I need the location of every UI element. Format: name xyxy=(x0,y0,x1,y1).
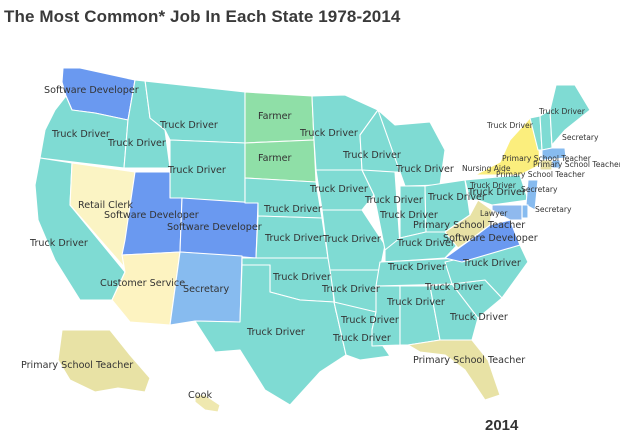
label-VT: Truck Driver xyxy=(486,121,534,130)
label-AR: Truck Driver xyxy=(321,284,380,295)
label-TX: Truck Driver xyxy=(246,327,305,338)
label-CO: Software Developer xyxy=(167,222,262,233)
label-NE: Truck Driver xyxy=(263,204,322,215)
label-VA: Software Developer xyxy=(443,233,538,244)
label-SD: Farmer xyxy=(258,153,292,164)
label-IL: Truck Driver xyxy=(364,195,423,206)
label-NV: Retail Clerk xyxy=(78,200,133,211)
state-CT[interactable] xyxy=(539,159,553,171)
label-KY: Truck Driver xyxy=(396,238,455,249)
label-PA: Truck Driver xyxy=(467,187,526,198)
label-AZ: Customer Service xyxy=(100,278,185,289)
label-WV: Primary School Teacher xyxy=(413,220,525,231)
state-FL[interactable] xyxy=(407,339,501,401)
state-HI[interactable] xyxy=(194,394,221,413)
label-HI: Cook xyxy=(188,390,212,401)
state-NJ[interactable] xyxy=(525,179,539,211)
label-OH: Truck Driver xyxy=(427,192,486,203)
year-label: 2014 xyxy=(485,417,519,434)
label-MI: Truck Driver xyxy=(395,164,454,175)
label-CT: Primary School Teacher xyxy=(496,170,586,179)
state-ME[interactable] xyxy=(549,84,591,146)
label-LA: Truck Driver xyxy=(332,333,391,344)
label-NM: Secretary xyxy=(183,284,229,295)
chart-title: The Most Common* Job In Each State 1978-… xyxy=(4,7,401,26)
label-WY: Truck Driver xyxy=(167,165,226,176)
label-ND: Farmer xyxy=(258,111,292,122)
label-NY-teacher: Primary School Teacher xyxy=(502,154,592,163)
state-MD[interactable] xyxy=(491,204,523,221)
label-SC: Truck Driver xyxy=(462,258,521,269)
label-CA: Truck Driver xyxy=(29,238,88,249)
label-KS: Truck Driver xyxy=(264,233,323,244)
label-ID: Truck Driver xyxy=(107,138,166,149)
label-MS: Truck Driver xyxy=(340,315,399,326)
label-MT: Truck Driver xyxy=(159,120,218,131)
label-DE: Secretary xyxy=(535,205,572,214)
label-ME: Truck Driver xyxy=(538,107,586,116)
state-AK[interactable] xyxy=(57,329,151,393)
label-RI: Primary School Teacher xyxy=(533,160,620,169)
label-WI: Truck Driver xyxy=(342,150,401,161)
state-MA[interactable] xyxy=(541,147,567,161)
label-NJ-driver: Truck Driver xyxy=(469,181,517,190)
label-AK: Primary School Teacher xyxy=(21,360,133,371)
state-DE[interactable] xyxy=(521,204,529,219)
label-NJ: Secretary xyxy=(521,185,558,194)
label-FL: Primary School Teacher xyxy=(413,355,525,366)
label-NY: Nursing Aide xyxy=(462,164,511,173)
state-IA[interactable] xyxy=(315,169,375,211)
label-GA: Truck Driver xyxy=(424,282,483,293)
label-WA: Software Developer xyxy=(44,85,139,96)
state-TX[interactable] xyxy=(194,264,347,406)
state-WV[interactable] xyxy=(444,199,493,249)
label-IA: Truck Driver xyxy=(309,184,368,195)
label-MD: Lawyer xyxy=(480,209,508,218)
label-OR: Truck Driver xyxy=(51,129,110,140)
label-AL: Truck Driver xyxy=(386,297,445,308)
label-MO: Truck Driver xyxy=(322,234,381,245)
label-MN: Truck Driver xyxy=(299,128,358,139)
label-UT: Software Developer xyxy=(104,210,199,221)
label-NC: Truck Driver xyxy=(449,312,508,323)
label-OK: Truck Driver xyxy=(272,272,331,283)
label-MA: Secretary xyxy=(562,133,599,142)
label-TN: Truck Driver xyxy=(387,262,446,273)
label-IN: Truck Driver xyxy=(379,210,438,221)
